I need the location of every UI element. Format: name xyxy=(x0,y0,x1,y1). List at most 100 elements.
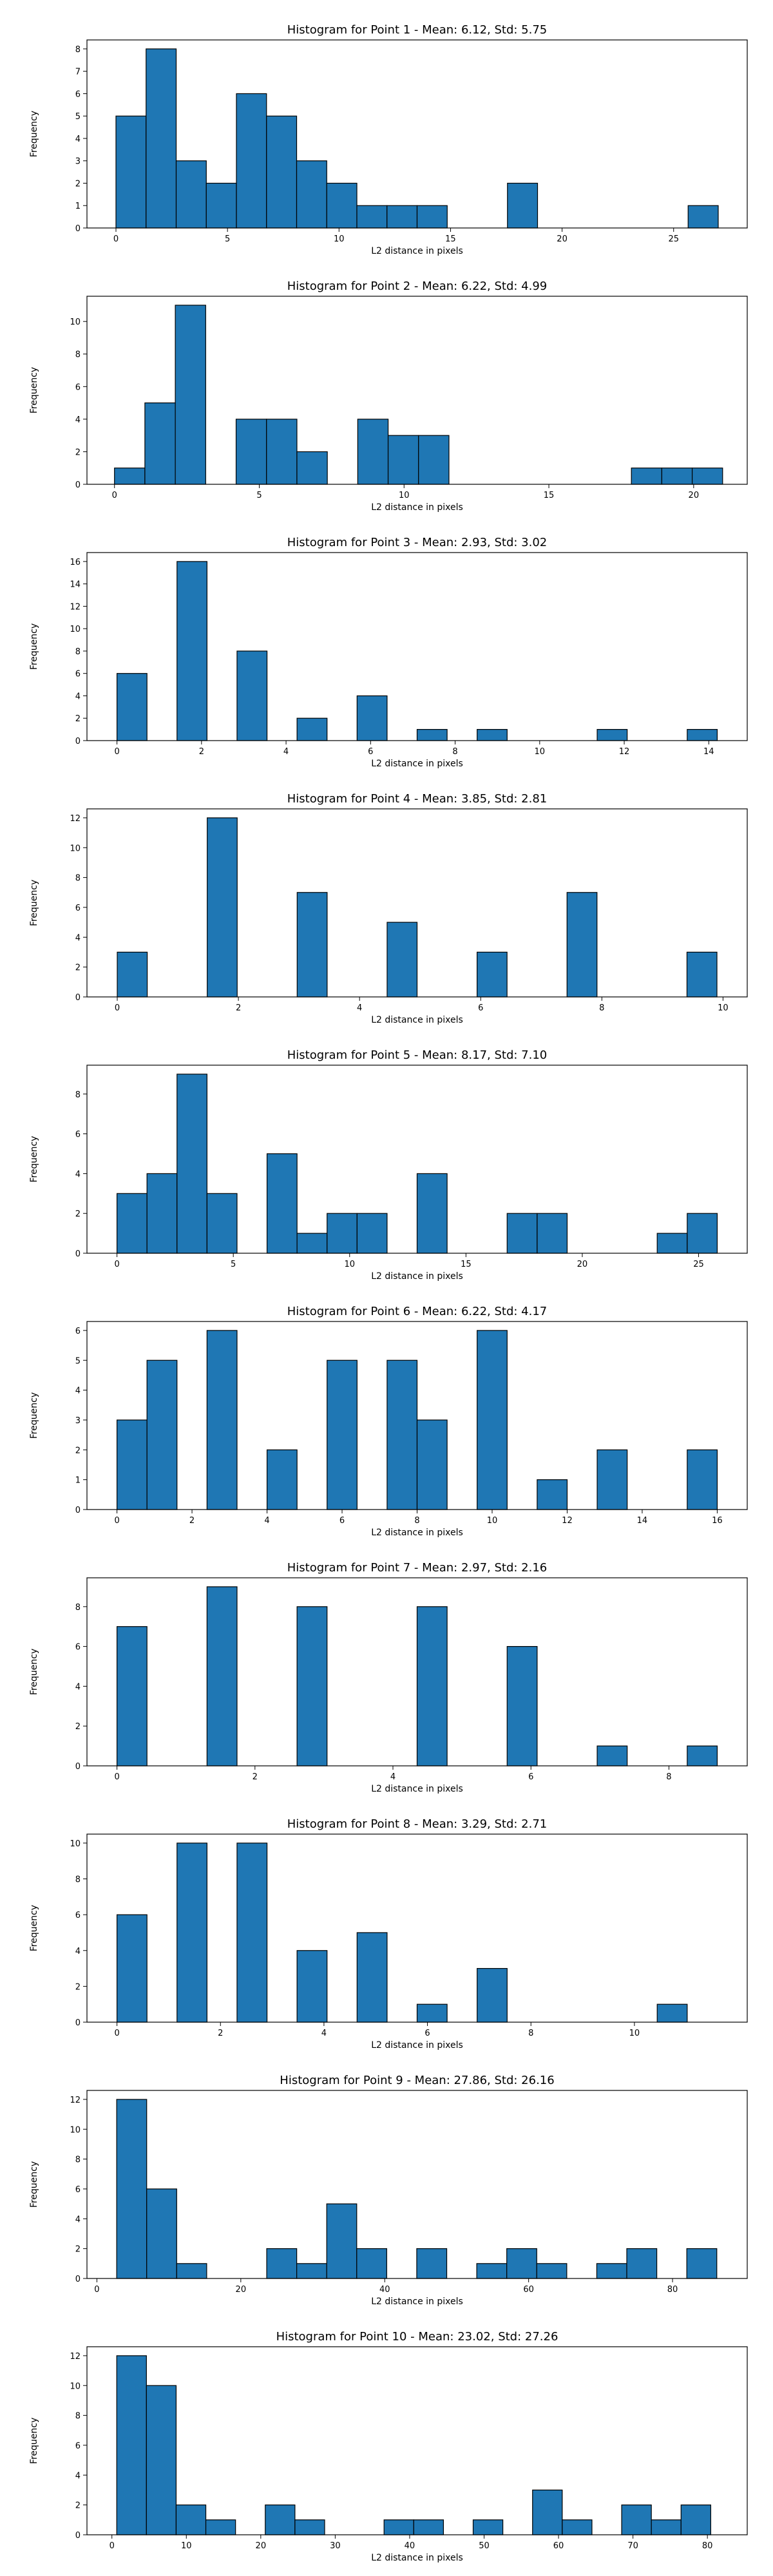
x-tick-label: 0 xyxy=(114,1516,119,1526)
histogram-bar xyxy=(626,2248,658,2279)
x-tick-label: 6 xyxy=(368,747,373,757)
y-tick-label: 10 xyxy=(70,2382,81,2391)
histogram-bar xyxy=(175,305,206,485)
histogram-bar xyxy=(116,1626,148,1766)
y-tick-label: 8 xyxy=(75,647,81,657)
y-tick-label: 0 xyxy=(75,2531,81,2541)
histogram-bar xyxy=(177,1842,207,2023)
histogram-bar xyxy=(507,182,539,229)
x-tick-label: 8 xyxy=(599,1003,604,1013)
chart-title: Histogram for Point 8 - Mean: 3.29, Std:… xyxy=(287,1817,548,1831)
histogram-bar xyxy=(476,2263,508,2279)
x-tick-label: 10 xyxy=(487,1516,498,1526)
x-tick-label: 14 xyxy=(637,1516,648,1526)
histogram-bar xyxy=(175,160,207,229)
y-axis-label: Frequency xyxy=(29,1905,39,1951)
y-tick-label: 0 xyxy=(75,1506,81,1515)
x-axis-label: L2 distance in pixels xyxy=(371,1015,463,1025)
x-tick-label: 50 xyxy=(479,2541,490,2551)
histogram-bar xyxy=(687,1213,718,1254)
y-tick-label: 8 xyxy=(75,2155,81,2165)
histogram-bar xyxy=(656,2003,688,2023)
x-axis-label: L2 distance in pixels xyxy=(371,2040,463,2050)
x-tick-label: 30 xyxy=(330,2541,341,2551)
histogram-bar xyxy=(416,1606,448,1766)
y-tick-label: 6 xyxy=(75,1327,81,1336)
histogram-bar xyxy=(116,1419,148,1510)
histogram-bar xyxy=(146,2385,177,2535)
y-axis-label: Frequency xyxy=(29,1392,39,1439)
chart-title: Histogram for Point 10 - Mean: 23.02, St… xyxy=(276,2330,558,2344)
histogram-bar xyxy=(506,2248,537,2279)
histogram-bar xyxy=(686,951,718,998)
x-tick-label: 10 xyxy=(718,1003,729,1013)
y-tick-label: 2 xyxy=(75,1209,81,1219)
histogram-bar xyxy=(356,2248,387,2279)
histogram-bar xyxy=(651,2519,682,2535)
y-tick-label: 2 xyxy=(75,1982,81,1992)
y-tick-label: 4 xyxy=(75,1387,81,1396)
histogram-bar xyxy=(236,1842,268,2023)
histogram-bar xyxy=(687,729,718,741)
histogram-bar xyxy=(356,205,388,229)
y-axis-label: Frequency xyxy=(29,1649,39,1695)
histogram-bar xyxy=(413,2519,444,2535)
y-tick-label: 6 xyxy=(75,1911,81,1920)
x-tick-label: 10 xyxy=(334,234,345,244)
x-tick-label: 40 xyxy=(379,2285,390,2295)
y-tick-label: 6 xyxy=(75,904,81,913)
y-tick-label: 5 xyxy=(75,1356,81,1366)
x-tick-label: 2 xyxy=(189,1516,195,1526)
x-tick-label: 2 xyxy=(236,1003,241,1013)
y-axis-label: Frequency xyxy=(29,111,39,157)
histogram-bar xyxy=(687,1449,718,1510)
x-tick-label: 0 xyxy=(114,747,119,757)
histogram-bar xyxy=(416,1419,448,1510)
chart-title: Histogram for Point 3 - Mean: 2.93, Std:… xyxy=(287,536,548,549)
chart-title: Histogram for Point 1 - Mean: 6.12, Std:… xyxy=(287,23,548,37)
histogram-bar xyxy=(416,729,448,741)
y-tick-label: 4 xyxy=(75,1170,81,1179)
histogram-panel-8: Histogram for Point 8 - Mean: 3.29, Std:… xyxy=(29,1817,748,2050)
histogram-bar xyxy=(416,2003,448,2023)
chart-title: Histogram for Point 7 - Mean: 2.97, Std:… xyxy=(287,1561,548,1575)
y-tick-label: 4 xyxy=(75,415,81,425)
chart-title: Histogram for Point 4 - Mean: 3.85, Std:… xyxy=(287,792,548,806)
chart-title: Histogram for Point 9 - Mean: 27.86, Std… xyxy=(280,2074,554,2087)
x-tick-label: 0 xyxy=(115,1003,120,1013)
histogram-bar xyxy=(621,2505,652,2535)
histogram-bar xyxy=(115,115,147,229)
x-tick-label: 20 xyxy=(236,2285,247,2295)
x-tick-label: 8 xyxy=(452,747,457,757)
x-tick-label: 12 xyxy=(562,1516,573,1526)
histogram-bar xyxy=(386,1359,418,1510)
histogram-bar xyxy=(661,468,693,485)
histogram-bar xyxy=(266,2248,298,2279)
x-tick-label: 5 xyxy=(231,1260,236,1269)
axes-frame xyxy=(86,808,748,998)
x-tick-label: 2 xyxy=(253,1772,258,1782)
x-tick-label: 20 xyxy=(689,491,700,500)
histogram-bar xyxy=(296,1950,328,2023)
histogram-bar xyxy=(296,160,327,229)
x-axis-label: L2 distance in pixels xyxy=(371,759,463,769)
y-axis-label: Frequency xyxy=(29,1136,39,1182)
histogram-bar xyxy=(266,115,298,229)
y-tick-label: 6 xyxy=(75,1130,81,1140)
histogram-bar xyxy=(296,892,328,998)
x-tick-label: 8 xyxy=(666,1772,671,1782)
x-tick-label: 10 xyxy=(629,2029,640,2038)
y-tick-label: 6 xyxy=(75,1643,81,1653)
x-axis-label: L2 distance in pixels xyxy=(371,246,463,256)
chart-title: Histogram for Point 6 - Mean: 6.22, Std:… xyxy=(287,1305,548,1318)
y-tick-label: 8 xyxy=(75,45,81,55)
histogram-bar xyxy=(386,205,418,229)
histogram-bar xyxy=(116,2099,148,2279)
histogram-bar xyxy=(477,729,508,741)
y-tick-label: 0 xyxy=(75,993,81,1003)
chart-title: Histogram for Point 2 - Mean: 6.22, Std:… xyxy=(287,279,548,293)
histogram-bar xyxy=(687,205,719,229)
x-tick-label: 4 xyxy=(321,2029,327,2038)
histogram-bar xyxy=(266,419,298,485)
y-tick-label: 0 xyxy=(75,1762,81,1772)
